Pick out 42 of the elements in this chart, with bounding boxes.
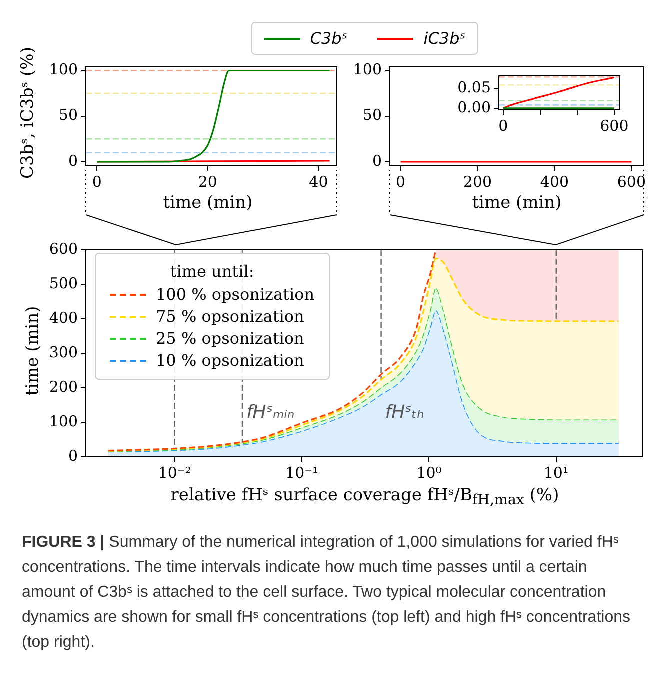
x-tick-label: 0 bbox=[396, 172, 406, 191]
y-tick-label: 600 bbox=[49, 240, 78, 258]
y-tick-label: 0 bbox=[372, 152, 382, 170]
x-tick-label: 10⁰ bbox=[416, 464, 442, 482]
y-tick-label: 200 bbox=[49, 378, 78, 396]
legend-label: 10 % opsonization bbox=[156, 351, 304, 370]
y-tick-label: 0.00 bbox=[458, 98, 491, 116]
y-tick-label: 0 bbox=[68, 446, 78, 465]
y-tick-label: 0 bbox=[68, 152, 78, 170]
legend-label: 75 % opsonization bbox=[156, 307, 304, 326]
y-axis-title: C3bˢ, iC3bˢ (%) bbox=[18, 47, 38, 179]
caption: FIGURE 3 | Summary of the numerical integration of 1,000 simulations for varied fHˢ concentrations. The time intervals indicate how much time passes until a certain amount of C3bˢ is attached to the cell surface. Two typical molecular concentration dynamics are shown for small fHˢ concentrations (top left) and high fHˢ concentrations (top right). bbox=[22, 533, 632, 653]
ref-line-label: fHˢₘᵢₙ bbox=[246, 402, 295, 424]
x-tick-label: 10¹ bbox=[544, 464, 569, 482]
x-axis-title: time (min) bbox=[163, 193, 253, 213]
legend-label: 25 % opsonization bbox=[156, 329, 304, 348]
ref-line-label: fHˢₜₕ bbox=[385, 402, 424, 424]
y-tick-label: 50 bbox=[58, 106, 78, 124]
y-tick-label: 300 bbox=[49, 343, 78, 362]
legend-label: iC3bˢ bbox=[424, 29, 466, 48]
legend-label: 100 % opsonization bbox=[156, 285, 315, 304]
y-tick-label: 100 bbox=[49, 60, 78, 79]
line-series bbox=[96, 70, 331, 163]
x-tick-label: 10⁻¹ bbox=[286, 464, 319, 482]
x-tick-label: 400 bbox=[540, 172, 570, 191]
y-tick-label: 400 bbox=[49, 308, 78, 327]
x-tick-label: 20 bbox=[198, 172, 218, 191]
y-tick-label: 0.05 bbox=[458, 78, 491, 96]
x-tick-label: 600 bbox=[617, 172, 646, 191]
y-tick-label: 100 bbox=[353, 60, 382, 79]
x-tick-label: 40 bbox=[309, 172, 328, 191]
x-tick-label: 0 bbox=[92, 172, 102, 191]
legend-label: C3bˢ bbox=[310, 29, 348, 48]
x-axis-title: relative fHˢ surface coverage fHˢ/B$_{fH,max}$ (%) bbox=[170, 485, 560, 509]
y-axis-title: time (min) bbox=[23, 306, 43, 396]
x-tick-label: 10⁻² bbox=[158, 464, 192, 482]
y-tick-label: 100 bbox=[49, 412, 78, 430]
y-tick-label: 500 bbox=[49, 274, 78, 292]
line-series bbox=[502, 76, 616, 110]
x-axis-title: time (min) bbox=[472, 193, 562, 213]
legend-title: time until: bbox=[169, 262, 256, 281]
y-tick-label: 50 bbox=[362, 106, 382, 124]
